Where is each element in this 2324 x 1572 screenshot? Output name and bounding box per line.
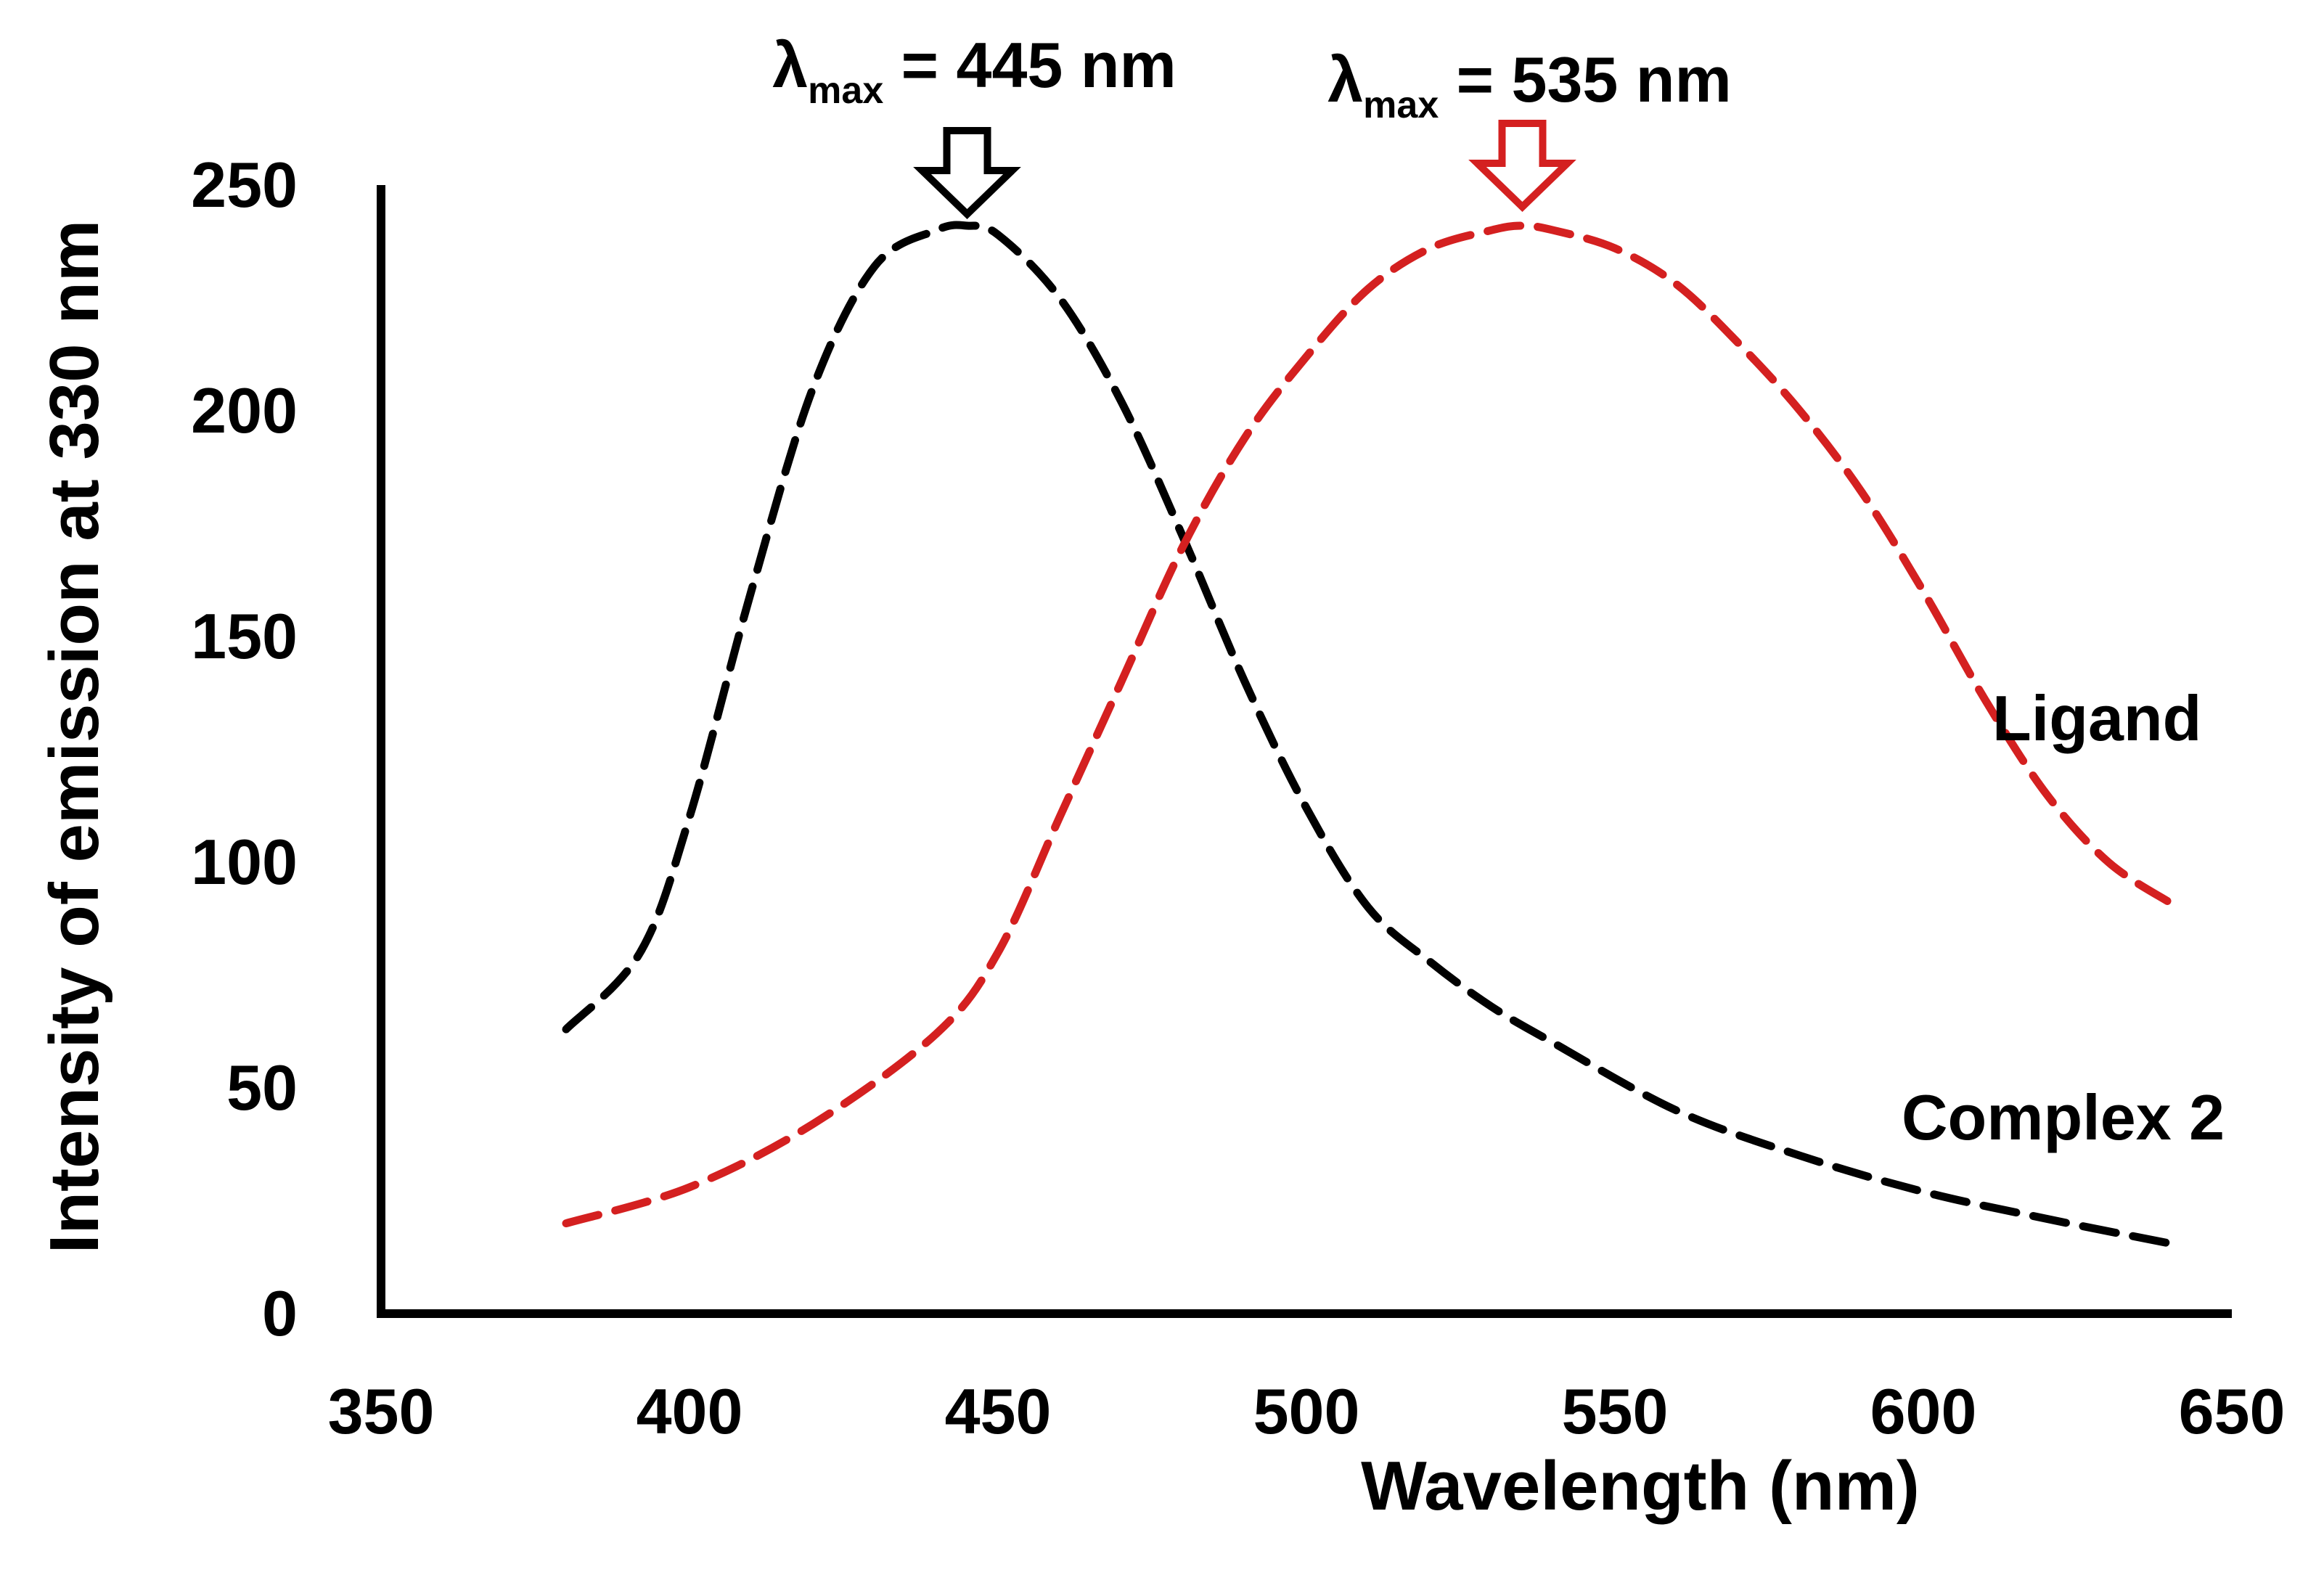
peak-arrow-icon xyxy=(913,127,1021,219)
series-label-ligand: Ligand xyxy=(1992,682,2201,754)
series-line-ligand xyxy=(562,221,2174,1228)
y-axis-title: Intensity of emission at 330 nm xyxy=(36,220,113,1253)
peak-label: λmax = 445 nm xyxy=(772,29,1177,112)
y-tick-label: 50 xyxy=(226,1052,298,1123)
x-tick-label: 350 xyxy=(328,1375,435,1447)
series-line-complex-2 xyxy=(562,221,2187,1250)
x-tick-label: 650 xyxy=(2179,1375,2286,1447)
x-tick-label: 550 xyxy=(1562,1375,1669,1447)
y-tick-label: 150 xyxy=(191,600,298,672)
x-tick-label: 400 xyxy=(637,1375,743,1447)
y-tick-label: 100 xyxy=(191,826,298,898)
y-tick-label: 250 xyxy=(191,149,298,221)
x-tick-label: 600 xyxy=(1870,1375,1977,1447)
x-axis-title: Wavelength (nm) xyxy=(1361,1447,1920,1525)
y-tick-label: 200 xyxy=(191,374,298,446)
peak-label: λmax = 535 nm xyxy=(1327,44,1732,126)
series-label-complex-2: Complex 2 xyxy=(1902,1081,2225,1153)
peak-arrow-icon xyxy=(1468,120,1576,212)
x-tick-label: 500 xyxy=(1253,1375,1360,1447)
y-tick-label: 0 xyxy=(262,1277,298,1349)
x-tick-label: 450 xyxy=(945,1375,1052,1447)
